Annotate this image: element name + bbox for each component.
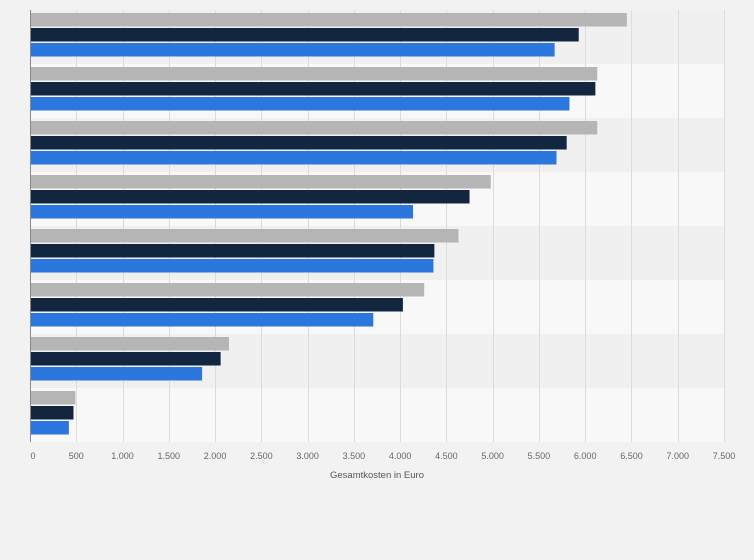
bar — [30, 406, 74, 420]
x-tick-label: 7.000 — [666, 451, 689, 461]
bar — [30, 97, 570, 111]
x-axis-label: Gesamtkosten in Euro — [330, 470, 424, 481]
x-tick-label: 4.500 — [435, 451, 458, 461]
bar — [30, 421, 69, 435]
x-tick-label: 2.000 — [204, 451, 227, 461]
bar — [30, 337, 229, 351]
bar — [30, 175, 491, 189]
bar — [30, 259, 434, 273]
bar — [30, 283, 425, 297]
x-tick-label: 1.500 — [158, 451, 181, 461]
x-tick-label: 6.000 — [574, 451, 597, 461]
bar — [30, 229, 459, 243]
x-tick-label: 3.000 — [296, 451, 319, 461]
x-tick-label: 7.500 — [713, 451, 736, 461]
bar — [30, 13, 627, 27]
bar — [30, 352, 221, 366]
bar — [30, 136, 567, 150]
x-tick-label: 1.000 — [111, 451, 134, 461]
x-tick-label: 0 — [30, 451, 35, 461]
bar — [30, 43, 555, 57]
bar — [30, 298, 403, 312]
bar — [30, 82, 596, 96]
x-tick-label: 500 — [69, 451, 84, 461]
x-tick-label: 5.000 — [481, 451, 504, 461]
bar — [30, 313, 374, 327]
x-tick-label: 6.500 — [620, 451, 643, 461]
row-band — [30, 388, 724, 442]
x-tick-label: 3.500 — [343, 451, 366, 461]
x-tick-labels: 0 500 1.000 1.500 2.000 2.500 3.000 3.500 4.000 4… — [30, 451, 735, 461]
bar — [30, 67, 598, 81]
bar — [30, 151, 557, 165]
bar — [30, 28, 579, 42]
bar — [30, 367, 203, 381]
x-tick-label: 5.500 — [528, 451, 551, 461]
bar — [30, 121, 598, 135]
bar — [30, 190, 470, 204]
bar — [30, 244, 435, 258]
x-tick-label: 4.000 — [389, 451, 412, 461]
bar — [30, 391, 76, 405]
bar — [30, 205, 414, 219]
bars — [30, 13, 627, 435]
x-tick-label: 2.500 — [250, 451, 273, 461]
